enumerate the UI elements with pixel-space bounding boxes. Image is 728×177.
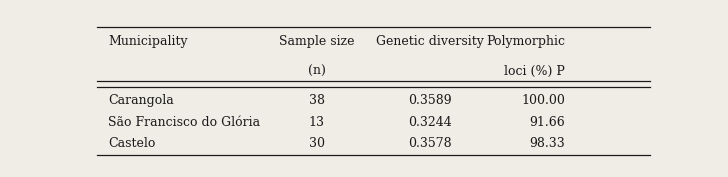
Text: Polymorphic: Polymorphic (486, 35, 565, 48)
Text: Municipality: Municipality (108, 35, 188, 48)
Text: São Francisco do Glória: São Francisco do Glória (108, 116, 260, 129)
Text: 0.3244: 0.3244 (408, 116, 451, 129)
Text: loci (%) P: loci (%) P (504, 65, 565, 78)
Text: Carangola: Carangola (108, 94, 174, 107)
Text: 30: 30 (309, 137, 325, 150)
Text: 38: 38 (309, 94, 325, 107)
Text: 100.00: 100.00 (521, 94, 565, 107)
Text: Sample size: Sample size (279, 35, 355, 48)
Text: 98.33: 98.33 (529, 137, 565, 150)
Text: 0.3578: 0.3578 (408, 137, 451, 150)
Text: 91.66: 91.66 (529, 116, 565, 129)
Text: 0.3589: 0.3589 (408, 94, 451, 107)
Text: Castelo: Castelo (108, 137, 155, 150)
Text: 13: 13 (309, 116, 325, 129)
Text: Genetic diversity: Genetic diversity (376, 35, 483, 48)
Text: (n): (n) (308, 65, 325, 78)
